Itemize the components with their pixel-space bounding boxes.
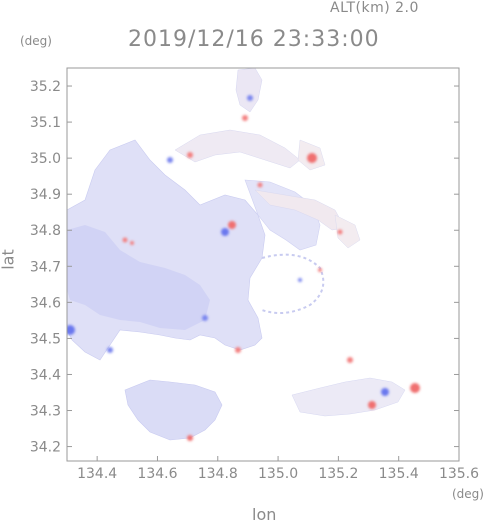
speckle-pos	[410, 383, 420, 393]
x-axis-label: lon	[252, 505, 277, 524]
speckle-neg	[298, 278, 302, 282]
x-axis-ticks: 134.4 134.6 134.8 135.0 135.2 135.4 135.6	[77, 456, 479, 482]
speckle-neg	[221, 228, 229, 236]
y-tick-label: 34.5	[30, 331, 61, 347]
speckle-pos	[122, 237, 128, 243]
y-tick-label: 35.0	[30, 151, 61, 167]
speckle-pos	[307, 153, 317, 163]
speckle-pos	[242, 115, 248, 121]
y-tick-label: 35.1	[30, 115, 61, 131]
speckle-pos	[235, 347, 241, 353]
speckle-pos	[228, 221, 236, 229]
speckle-pos	[257, 182, 263, 188]
speckle-pos	[337, 229, 343, 235]
y-tick-label: 34.6	[30, 295, 61, 311]
echo-region-east	[291, 377, 406, 417]
y-tick-label: 34.8	[30, 223, 61, 239]
x-tick-label: 134.6	[137, 466, 177, 482]
x-tick-label: 135.2	[318, 466, 358, 482]
speckle-pos	[130, 241, 134, 245]
echo-fragment-right	[334, 214, 361, 249]
echo-band-ring	[261, 253, 325, 315]
speckle-neg	[67, 325, 75, 335]
y-tick-label: 34.7	[30, 259, 61, 275]
x-tick-label: 134.8	[198, 466, 238, 482]
speckle-pos	[347, 357, 353, 363]
speckle-pos	[187, 435, 193, 441]
speckle-neg	[202, 315, 208, 321]
speckle-neg	[247, 95, 253, 101]
x-tick-label: 135.6	[439, 466, 479, 482]
lon-unit-label: (deg)	[452, 487, 484, 501]
y-tick-label: 34.2	[30, 440, 61, 456]
velocity-speckles	[67, 95, 420, 441]
lat-unit-label: (deg)	[20, 34, 52, 48]
echo-region-southwest	[124, 379, 223, 441]
y-tick-label: 34.9	[30, 187, 61, 203]
speckle-neg	[107, 347, 113, 353]
speckle-neg	[167, 157, 173, 163]
echo-band-north	[174, 129, 301, 169]
speckle-pos	[318, 268, 322, 272]
speckle-pos	[368, 401, 376, 409]
altitude-label: ALT(km) 2.0	[330, 0, 419, 16]
y-tick-label: 34.3	[30, 404, 61, 420]
plot-frame	[66, 67, 460, 462]
echo-core-west	[67, 225, 210, 330]
echo-field	[67, 68, 420, 441]
datetime-title: 2019/12/16 23:33:00	[128, 27, 380, 52]
x-tick-label: 134.4	[77, 466, 117, 482]
x-tick-label: 135.4	[379, 466, 419, 482]
y-tick-label: 35.2	[30, 79, 61, 95]
speckle-pos	[187, 152, 193, 158]
echo-fragment-top	[235, 68, 263, 113]
y-axis-ticks: 35.2 35.1 35.0 34.9 34.8 34.7 34.6 34.5 34.4 34.3…	[30, 79, 459, 456]
speckle-neg	[381, 388, 389, 396]
y-tick-label: 34.4	[30, 367, 61, 383]
x-tick-label: 135.0	[258, 466, 298, 482]
